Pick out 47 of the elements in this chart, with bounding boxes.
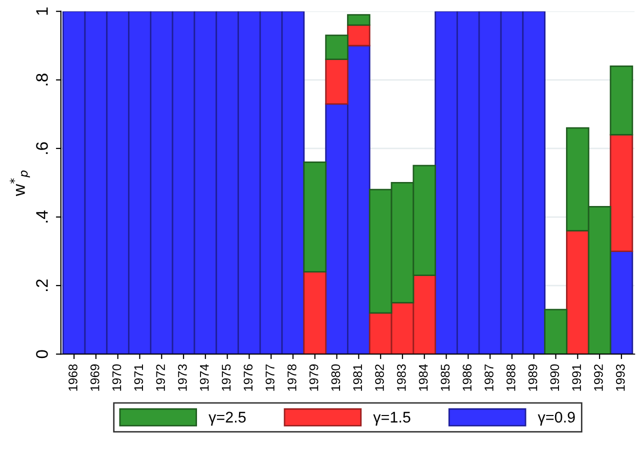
bar bbox=[303, 161, 327, 273]
bar bbox=[610, 134, 634, 252]
bar bbox=[610, 66, 634, 136]
x-tick-label: 1976 bbox=[244, 364, 253, 391]
x-tick-label: 1975 bbox=[222, 364, 231, 391]
y-tick-label: .2 bbox=[36, 279, 48, 291]
x-tick-label: 1990 bbox=[550, 364, 560, 391]
y-axis-title: w$^{*}$$_{p}$ bbox=[10, 170, 30, 196]
x-tick-label: 1987 bbox=[484, 364, 494, 391]
legend-label: γ=1.5 bbox=[373, 412, 410, 426]
x-tick-label: 1969 bbox=[90, 364, 100, 391]
x-tick-label: 1992 bbox=[594, 364, 603, 391]
bar bbox=[610, 250, 634, 354]
x-tick-label: 1973 bbox=[178, 364, 187, 391]
bar bbox=[544, 308, 568, 354]
bar bbox=[566, 230, 590, 354]
y-tick-label: .8 bbox=[36, 74, 48, 86]
legend-label: γ=2.5 bbox=[208, 412, 246, 426]
x-tick-label: 1972 bbox=[156, 364, 165, 391]
x-tick-label: 1986 bbox=[462, 364, 472, 391]
x-tick-label: 1982 bbox=[375, 364, 384, 391]
y-tick-label: 0 bbox=[36, 350, 48, 358]
bar bbox=[347, 14, 370, 26]
y-tick-label: 1 bbox=[36, 8, 48, 15]
x-tick-label: 1993 bbox=[616, 364, 625, 391]
x-tick-label: 1985 bbox=[440, 364, 450, 391]
x-tick-label: 1988 bbox=[506, 364, 516, 391]
x-tick-label: 1989 bbox=[528, 364, 538, 391]
x-tick-label: 1991 bbox=[572, 364, 582, 391]
bar bbox=[347, 24, 370, 46]
x-tick-label: 1979 bbox=[309, 364, 318, 391]
legend-label: γ=0.9 bbox=[538, 412, 575, 426]
x-tick-label: 1971 bbox=[134, 364, 144, 391]
x-tick-label: 1970 bbox=[112, 364, 122, 391]
x-tick-label: 1984 bbox=[418, 364, 428, 391]
x-tick-label: 1978 bbox=[288, 364, 296, 391]
bar bbox=[325, 58, 348, 105]
x-tick-label: 1977 bbox=[266, 364, 274, 391]
bar bbox=[303, 271, 327, 354]
x-tick-label: 1980 bbox=[331, 364, 340, 391]
y-tick-label: .4 bbox=[36, 210, 48, 222]
x-tick-label: 1974 bbox=[200, 364, 209, 391]
y-tick-label: .6 bbox=[36, 142, 48, 154]
x-tick-label: 1983 bbox=[396, 364, 406, 391]
x-tick-label: 1968 bbox=[68, 364, 78, 391]
x-tick-label: 1981 bbox=[353, 364, 362, 391]
bar bbox=[325, 34, 348, 60]
